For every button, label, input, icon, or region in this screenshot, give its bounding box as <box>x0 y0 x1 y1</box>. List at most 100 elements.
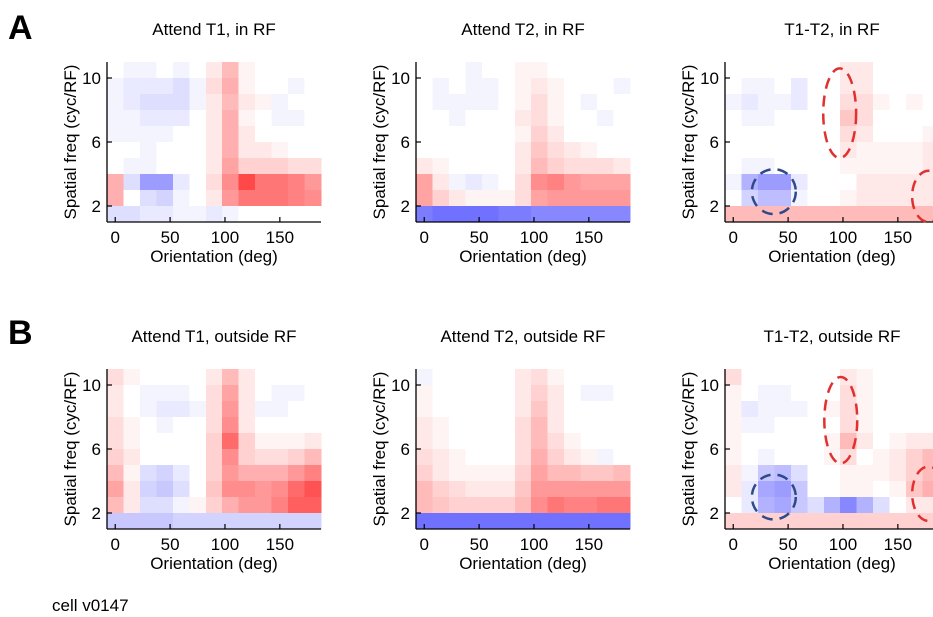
heatmap-cell <box>222 481 240 498</box>
heatmap-cell <box>757 174 775 191</box>
heatmap-cell <box>823 110 841 127</box>
cell-id-label: cell v0147 <box>52 596 129 615</box>
heatmap-cell <box>172 174 190 191</box>
heatmap-cell <box>416 497 434 514</box>
heatmap-cell <box>304 385 322 402</box>
heatmap-cell <box>757 62 775 79</box>
heatmap-cell <box>448 465 466 482</box>
heatmap-cell <box>597 78 615 95</box>
heatmap-cell <box>107 206 125 223</box>
heatmap-cell <box>807 190 825 207</box>
heatmap-cell <box>416 449 434 466</box>
y-tick-label: 6 <box>401 133 410 152</box>
heatmap-cell <box>222 449 240 466</box>
heatmap-cell <box>481 465 499 482</box>
heatmap-cell <box>531 174 549 191</box>
heatmap-cell <box>564 369 582 386</box>
heatmap-cell <box>432 78 450 95</box>
heatmap-cell <box>889 513 907 530</box>
x-tick-label: 50 <box>161 228 180 247</box>
heatmap-cell <box>432 206 450 223</box>
heatmap-cell <box>757 449 775 466</box>
heatmap-cell <box>807 174 825 191</box>
heatmap-cell <box>757 158 775 175</box>
heatmap-cell <box>465 206 483 223</box>
heatmap-cell <box>189 401 207 418</box>
heatmap-cell <box>823 94 841 111</box>
y-tick-label: 2 <box>401 197 410 216</box>
heatmap-cell <box>205 513 223 530</box>
heatmap-cell <box>613 62 631 79</box>
heatmap-cell <box>156 110 174 127</box>
heatmap-cell <box>156 385 174 402</box>
heatmap-cell <box>481 190 499 207</box>
heatmap-cell <box>889 433 907 450</box>
heatmap-cell <box>613 190 631 207</box>
heatmap-cell <box>597 513 615 530</box>
heatmap-cell <box>271 417 289 434</box>
heatmap-cell <box>807 126 825 143</box>
heatmap-cell <box>741 449 759 466</box>
heatmap-cell <box>514 449 532 466</box>
heatmap-cell <box>514 401 532 418</box>
heatmap-cell <box>465 174 483 191</box>
heatmap-cell <box>856 369 874 386</box>
x-tick-label: 150 <box>266 228 294 247</box>
heatmap-cell <box>172 513 190 530</box>
heatmap-cell <box>906 449 924 466</box>
heatmap-cell <box>597 401 615 418</box>
heatmap-cell <box>481 497 499 514</box>
heatmap-cell <box>139 94 157 111</box>
heatmap-cell <box>580 142 598 159</box>
heatmap-cells <box>107 369 322 530</box>
heatmap-cell <box>823 62 841 79</box>
heatmap-cell <box>725 142 743 159</box>
heatmap-cell <box>922 433 933 450</box>
heatmap-cell <box>531 62 549 79</box>
heatmap-cell <box>432 401 450 418</box>
heatmap-cell <box>432 158 450 175</box>
heatmap-cell <box>774 465 792 482</box>
heatmap-cell <box>465 78 483 95</box>
heatmap-cell <box>189 497 207 514</box>
heatmap-cell <box>123 126 141 143</box>
heatmap-cell <box>304 481 322 498</box>
heatmap-cell <box>255 126 273 143</box>
heatmap-cell <box>922 497 933 514</box>
heatmap-cell <box>580 497 598 514</box>
heatmap-cell <box>255 433 273 450</box>
heatmap-cell <box>873 78 891 95</box>
heatmap-cell <box>205 465 223 482</box>
heatmap-cell <box>564 110 582 127</box>
heatmap-cell <box>123 497 141 514</box>
y-axis-label: Spatial freq (cyc/RF) <box>61 372 80 527</box>
heatmap-cell <box>906 158 924 175</box>
heatmap-cell <box>304 401 322 418</box>
heatmap-cell <box>531 417 549 434</box>
heatmap-cell <box>123 206 141 223</box>
heatmap-cell <box>774 497 792 514</box>
heatmap-cell <box>807 497 825 514</box>
heatmap-cell <box>531 158 549 175</box>
heatmap-cell <box>304 158 322 175</box>
heatmap-cell <box>498 110 516 127</box>
heatmap-cell <box>271 110 289 127</box>
heatmap-cell <box>222 158 240 175</box>
heatmap-cell <box>416 190 434 207</box>
heatmap-cell <box>304 126 322 143</box>
heatmap-cell <box>205 369 223 386</box>
heatmap-cell <box>774 449 792 466</box>
heatmap-cell <box>840 62 858 79</box>
heatmap-cell <box>238 62 256 79</box>
heatmap-cell <box>741 513 759 530</box>
heatmap-cell <box>741 385 759 402</box>
heatmap-cell <box>123 481 141 498</box>
heatmap-cell <box>741 110 759 127</box>
heatmap-cell <box>107 94 125 111</box>
panel-title: T1-T2, outside RF <box>764 327 901 346</box>
heatmap-cell <box>807 369 825 386</box>
heatmap-cell <box>288 62 306 79</box>
heatmap-cell <box>139 385 157 402</box>
heatmap-cell <box>271 385 289 402</box>
heatmap-cell <box>123 174 141 191</box>
